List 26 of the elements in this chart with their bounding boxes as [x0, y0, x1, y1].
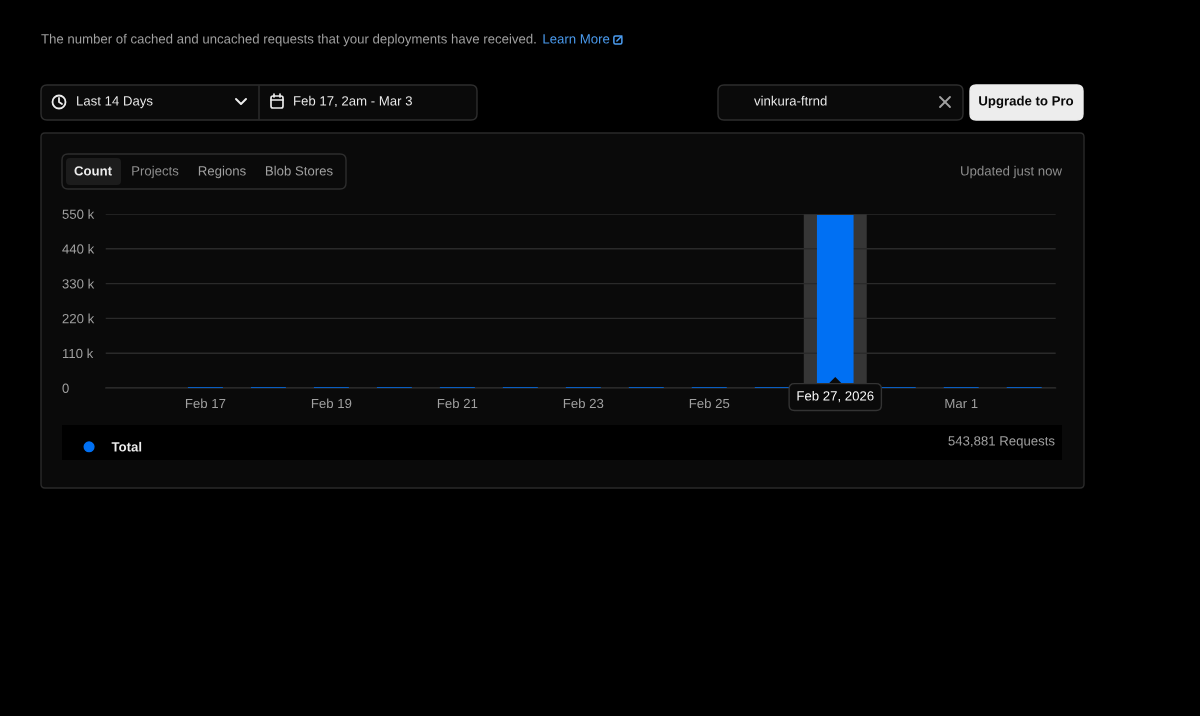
legend-label: Total: [111, 441, 142, 452]
text: Last 14 Days: [77, 96, 153, 109]
y-tick-label: 440 k: [62, 244, 95, 254]
x-tick-label: Feb 19: [311, 398, 352, 409]
text: Regions: [198, 165, 246, 179]
x-tick-label: Feb 21: [437, 398, 478, 409]
text: vinkura-ftrnd: [754, 95, 827, 106]
text: 543,881 Requests: [948, 436, 1055, 449]
y-tick-label: 110 k: [62, 348, 94, 359]
x-tick-label: Mar 1: [945, 398, 978, 409]
text: Upgrade to Pro: [979, 95, 1074, 109]
x-tick-label: Feb 17: [185, 398, 226, 409]
chart-subtitle: The number of cached and uncached requests that your deployments have received.: [41, 33, 536, 47]
y-tick-label: 550 k: [62, 209, 95, 219]
text: Updated just now: [961, 165, 1063, 179]
y-tick-label: 330 k: [62, 278, 95, 289]
text: Feb 17, 2am - Mar 3: [294, 95, 412, 108]
annotation: Feb 27, 2026: [797, 390, 874, 403]
y-tick-label: 220 k: [62, 313, 95, 324]
text: Projects: [132, 165, 179, 179]
x-tick-label: Feb 23: [563, 398, 604, 409]
y-tick-label: 0: [62, 383, 69, 393]
text: Count: [74, 166, 112, 176]
x-tick-label: Feb 25: [689, 398, 730, 409]
text: Learn More: [543, 34, 610, 44]
text: Blob Stores: [265, 165, 333, 176]
